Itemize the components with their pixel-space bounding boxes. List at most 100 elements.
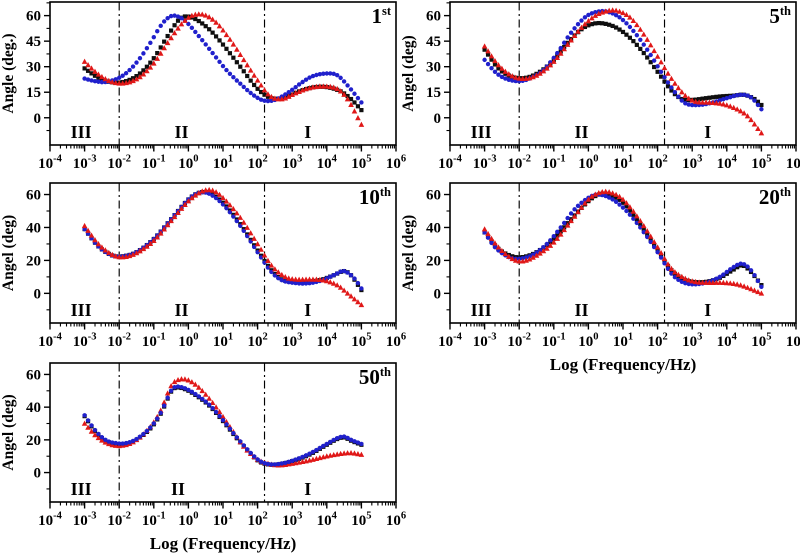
x-tick-label: 10-4 <box>38 154 62 173</box>
y-tick-label: 15 <box>26 85 41 101</box>
region-label: II <box>574 122 588 142</box>
chart-cycle-20: 10-4 10-3 10-2 10-1 100 101 102 103 104 105 106 0 20… <box>400 182 800 374</box>
y-tick-label: 60 <box>26 188 41 204</box>
x-tick-label: 102 <box>247 154 267 173</box>
x-tick-label: 103 <box>282 332 302 351</box>
y-tick-label: 0 <box>34 286 42 302</box>
x-tick-label: 101 <box>613 154 633 173</box>
x-tick-label: 104 <box>317 154 338 173</box>
region-label: II <box>171 479 185 499</box>
x-tick-label: 103 <box>282 154 302 173</box>
x-tick-label: 105 <box>351 154 371 173</box>
x-tick-label: 10-1 <box>542 154 566 173</box>
region-label: III <box>71 479 92 499</box>
y-tick-label: 0 <box>34 466 42 482</box>
x-tick-label: 101 <box>213 154 233 173</box>
x-axis-title: Log (Frequency/Hz) <box>550 355 697 374</box>
x-tick-label: 105 <box>351 511 371 530</box>
chart-cycle-5: 10-4 10-3 10-2 10-1 100 101 102 103 104 105 106 0 15… <box>400 1 800 173</box>
x-tick-label: 10-2 <box>507 332 531 351</box>
region-label: III <box>471 300 492 320</box>
chart-cycle-10: 10-4 10-3 10-2 10-1 100 101 102 103 104 105 106 0 20… <box>0 182 406 351</box>
x-tick-label: 10-3 <box>73 511 97 530</box>
x-tick-label: 105 <box>751 154 771 173</box>
x-tick-label: 102 <box>247 511 267 530</box>
y-tick-label: 60 <box>426 9 441 25</box>
y-axis-title: Angel (deg) <box>0 215 17 291</box>
x-tick-label: 102 <box>647 154 667 173</box>
x-tick-label: 102 <box>247 332 267 351</box>
y-tick-label: 15 <box>426 85 441 101</box>
cycle-label: 5th <box>769 4 791 28</box>
region-label: III <box>71 300 92 320</box>
x-tick-label: 106 <box>386 511 406 530</box>
y-tick-label: 60 <box>26 9 41 25</box>
x-tick-label: 10-2 <box>507 154 531 173</box>
subplot-cycle-5: 10-4 10-3 10-2 10-1 100 101 102 103 104 105 106 0 15… <box>400 0 800 178</box>
x-tick-label: 101 <box>213 332 233 351</box>
plot-frame <box>49 1 397 146</box>
region-label: II <box>574 300 588 320</box>
x-tick-label: 104 <box>717 332 738 351</box>
x-tick-label: 100 <box>578 332 598 351</box>
x-tick-label: 104 <box>717 154 738 173</box>
x-tick-label: 10-3 <box>473 332 497 351</box>
chart-cycle-50: 10-4 10-3 10-2 10-1 100 101 102 103 104 105 106 0 20… <box>0 362 406 553</box>
y-tick-label: 0 <box>434 111 442 127</box>
x-tick-label: 100 <box>178 332 198 351</box>
region-label: I <box>304 122 311 142</box>
x-tick-label: 103 <box>282 511 302 530</box>
x-tick-label: 10-4 <box>438 332 462 351</box>
x-tick-label: 102 <box>647 332 667 351</box>
x-tick-label: 106 <box>386 332 406 351</box>
y-tick-label: 60 <box>26 367 41 383</box>
x-tick-label: 10-2 <box>107 154 131 173</box>
y-axis-title: Angel (deg) <box>400 35 417 111</box>
region-label: I <box>704 122 711 142</box>
y-tick-label: 45 <box>26 34 41 50</box>
subplot-cycle-1: 10-4 10-3 10-2 10-1 100 101 102 103 104 105 106 0 15… <box>0 0 406 178</box>
y-axis-title: Angle (deg.) <box>0 33 17 113</box>
x-tick-label: 105 <box>351 332 371 351</box>
y-tick-label: 40 <box>426 220 441 236</box>
subplot-cycle-20: 10-4 10-3 10-2 10-1 100 101 102 103 104 105 106 0 20… <box>400 181 800 377</box>
region-label: I <box>304 479 311 499</box>
x-tick-label: 100 <box>178 154 198 173</box>
y-tick-label: 0 <box>434 286 442 302</box>
region-label: III <box>471 122 492 142</box>
x-tick-label: 106 <box>786 332 800 351</box>
y-tick-label: 20 <box>26 253 41 269</box>
x-tick-label: 10-4 <box>438 154 462 173</box>
region-label: II <box>174 122 188 142</box>
x-tick-label: 106 <box>786 154 800 173</box>
x-tick-label: 100 <box>578 154 598 173</box>
subplot-cycle-10: 10-4 10-3 10-2 10-1 100 101 102 103 104 105 106 0 20… <box>0 181 406 357</box>
region-label: III <box>71 122 92 142</box>
y-tick-label: 40 <box>26 400 41 416</box>
y-axis-title: Angel (deg) <box>400 215 417 291</box>
x-tick-label: 10-1 <box>542 332 566 351</box>
x-tick-label: 105 <box>751 332 771 351</box>
x-tick-label: 10-4 <box>38 511 62 530</box>
x-tick-label: 10-1 <box>142 154 166 173</box>
cycle-label: 10th <box>359 185 391 209</box>
y-tick-label: 45 <box>426 34 441 50</box>
y-axis-title: Angel (deg) <box>0 394 17 470</box>
x-tick-label: 10-1 <box>142 511 166 530</box>
y-tick-label: 20 <box>26 433 41 449</box>
plot-frame <box>49 362 397 503</box>
y-tick-label: 20 <box>426 253 441 269</box>
x-tick-label: 100 <box>178 511 198 530</box>
cycle-label: 1st <box>371 4 391 28</box>
cycle-label: 20th <box>759 185 791 209</box>
x-tick-label: 10-3 <box>473 154 497 173</box>
subplot-cycle-50: 10-4 10-3 10-2 10-1 100 101 102 103 104 105 106 0 20… <box>0 361 406 556</box>
region-label: I <box>304 300 311 320</box>
x-tick-label: 103 <box>682 154 702 173</box>
region-label: II <box>174 300 188 320</box>
y-tick-label: 30 <box>426 60 441 76</box>
x-tick-label: 10-3 <box>73 154 97 173</box>
region-label: I <box>704 300 711 320</box>
x-tick-label: 10-4 <box>38 332 62 351</box>
